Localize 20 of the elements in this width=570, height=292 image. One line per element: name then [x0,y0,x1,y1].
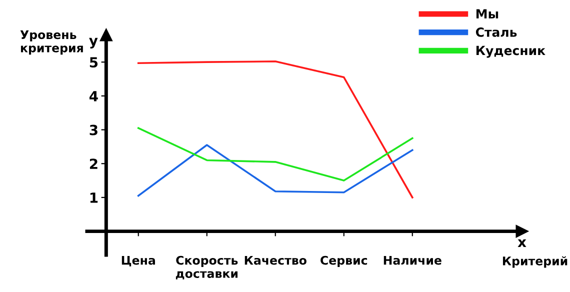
y-axis-title: Уровень критерия [20,30,83,55]
line-series [137,144,414,197]
legend-label: Кудесник [476,46,546,58]
line-series [137,127,414,182]
x-tick-label: Скорость доставки [176,256,238,280]
y-tick-label: 1 [90,192,98,203]
y-tick-label: 2 [90,158,98,169]
y-tick-label: 3 [90,124,98,136]
legend-label: Сталь [476,27,517,37]
x-tick-label: Цена [122,256,155,266]
y-tick-label: 5 [90,57,98,68]
y-tick-label: 4 [90,91,98,102]
text: x [518,239,526,247]
x-tick-label: Наличие [384,256,442,265]
x-tick-label: Качество [244,256,306,265]
x-tick-label: Сервис [320,256,368,268]
text: y [89,38,98,48]
line-series [137,60,414,198]
x-axis-title: Критерий [502,256,568,268]
legend-label: Мы [476,9,498,18]
